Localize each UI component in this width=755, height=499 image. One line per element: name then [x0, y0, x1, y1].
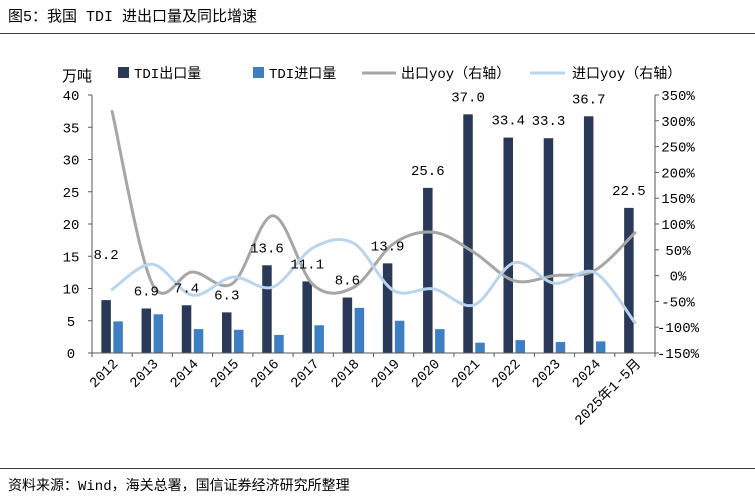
x-tick-label-2019: 2019	[369, 357, 404, 392]
y-right-tick-label: 50%	[665, 244, 691, 260]
import-volume-bar-2016	[274, 334, 284, 353]
x-tick-label-2021: 2021	[449, 357, 484, 392]
y-left-tick-label: 10	[63, 283, 80, 299]
export-volume-bar-2023	[543, 138, 554, 353]
x-tick-label-2015: 2015	[208, 357, 243, 392]
export-volume-data-label-2017: 11.1	[290, 257, 324, 273]
export-volume-bar-2019	[382, 263, 393, 353]
export-volume-data-label-2023: 33.3	[532, 114, 566, 130]
export-volume-data-label-2022: 33.4	[491, 114, 525, 130]
legend-label-export-volume: TDI出口量	[134, 66, 201, 83]
x-tick-label-2017: 2017	[288, 357, 323, 392]
export-volume-data-label-2019: 13.9	[371, 239, 405, 255]
export-volume-data-label-2021: 37.0	[451, 90, 485, 106]
y-right-tick-label: 0%	[670, 270, 687, 286]
export-volume-bar-2013	[141, 308, 152, 353]
y-left-tick-label: 15	[63, 250, 80, 266]
source-divider	[0, 468, 755, 469]
x-tick-label-2012: 2012	[87, 357, 122, 392]
export-yoy-line	[110, 110, 637, 295]
export-volume-data-label-2015: 6.3	[214, 288, 239, 304]
axes-layer: 0 5 10 15 20 25 30 35 40 -150% -100% -50% 0% 50% 100% 1…	[63, 89, 700, 429]
export-volume-bar-2016	[262, 265, 272, 353]
import-volume-bar-2020	[435, 329, 445, 353]
import-volume-bar-2012	[113, 321, 123, 353]
legend-item-export-yoy: 出口yoy（右轴）	[362, 66, 510, 83]
x-tick-label-2022: 2022	[489, 357, 524, 392]
data-labels-layer: 8.2 6.9 7.4 6.3 13.6 11.1 8.6 13.9 25.6 37.0 33.4 3…	[94, 90, 646, 304]
x-tick-label-2013: 2013	[127, 357, 162, 392]
y-right-tick-label: -150%	[657, 347, 700, 363]
export-volume-bar-2021	[463, 114, 473, 353]
import-volume-bar-2013	[153, 314, 164, 353]
export-volume-bar-2024	[583, 116, 594, 353]
y-right-tick-label: 300%	[661, 115, 695, 131]
y-right-tick-label: 100%	[661, 218, 695, 234]
y-right-tick-label: -50%	[661, 295, 695, 311]
source-note: 资料来源：Wind，海关总署，国信证券经济研究所整理	[8, 479, 350, 495]
lines-layer	[110, 110, 637, 325]
legend: TDI出口量 TDI进口量 出口yoy（右轴） 进口yoy（右轴）	[118, 66, 681, 83]
x-tick-label-2020: 2020	[409, 357, 444, 392]
export-volume-data-label-2012: 8.2	[94, 248, 119, 264]
export-volume-data-label-2016: 13.6	[250, 241, 284, 257]
export-volume-bar-2014	[181, 305, 192, 353]
legend-item-import-volume: TDI进口量	[253, 66, 336, 83]
y-left-tick-label: 0	[67, 347, 75, 363]
x-tick-label-2014: 2014	[167, 357, 202, 392]
import-volume-bar-2017	[314, 325, 324, 353]
export-volume-bar-2025-jan-may	[624, 207, 634, 354]
legend-swatch-export-volume	[118, 67, 129, 78]
y-left-tick-label: 20	[63, 218, 80, 234]
export-volume-data-label-2020: 25.6	[411, 164, 445, 180]
y-left-tick-label: 35	[63, 121, 80, 137]
import-volume-bar-2021	[475, 342, 485, 353]
import-volume-bar-2024	[595, 341, 606, 353]
export-volume-data-label-2013: 6.9	[134, 285, 159, 301]
import-volume-bar-2014	[193, 329, 204, 353]
legend-item-export-volume: TDI出口量	[118, 66, 201, 83]
y-right-tick-label: 250%	[661, 141, 695, 157]
export-volume-data-label-2024: 36.7	[572, 92, 606, 108]
y-right-tick-label: 150%	[661, 192, 695, 208]
x-tick-label-2016: 2016	[248, 357, 283, 392]
import-volume-bar-2015	[234, 329, 244, 353]
legend-item-import-yoy: 进口yoy（右轴）	[530, 66, 681, 83]
y-left-tick-label: 25	[63, 186, 80, 202]
import-volume-bar-2019	[394, 320, 405, 353]
x-tick-label-2024: 2024	[570, 357, 605, 392]
bars-layer	[101, 114, 634, 354]
legend-label-export-yoy: 出口yoy（右轴）	[401, 66, 510, 83]
chart-title: 图5：我国 TDI 进出口量及同比增速	[8, 9, 258, 26]
export-volume-data-label-2018: 8.6	[335, 274, 360, 290]
y-left-tick-label: 40	[63, 89, 80, 105]
import-volume-bar-2022	[515, 340, 525, 353]
import-volume-bar-2018	[354, 307, 365, 353]
title-divider	[0, 33, 755, 34]
export-volume-bar-2017	[302, 281, 312, 353]
export-volume-bar-2015	[222, 312, 232, 353]
export-volume-bar-2020	[423, 187, 433, 353]
legend-swatch-import-volume	[253, 67, 264, 78]
export-volume-bar-2018	[342, 297, 353, 353]
x-tick-label-2023: 2023	[529, 357, 564, 392]
export-volume-bar-2022	[503, 137, 513, 353]
legend-label-import-yoy: 进口yoy（右轴）	[572, 66, 681, 83]
y-right-tick-label: -100%	[657, 321, 700, 337]
export-volume-data-label-2025-jan-may: 22.5	[612, 184, 646, 200]
legend-label-import-volume: TDI进口量	[269, 66, 336, 83]
x-tick-label-2018: 2018	[328, 357, 363, 392]
export-volume-data-label-2014: 7.4	[174, 281, 199, 297]
import-yoy-line	[110, 238, 637, 325]
y-left-tick-label: 5	[67, 315, 75, 331]
import-volume-bar-2023	[555, 342, 566, 353]
y-right-tick-label: 200%	[661, 166, 695, 182]
y-left-tick-label: 30	[63, 154, 80, 170]
export-volume-bar-2012	[101, 300, 111, 353]
y-right-tick-label: 350%	[661, 89, 695, 105]
y-left-axis-unit: 万吨	[62, 68, 92, 86]
